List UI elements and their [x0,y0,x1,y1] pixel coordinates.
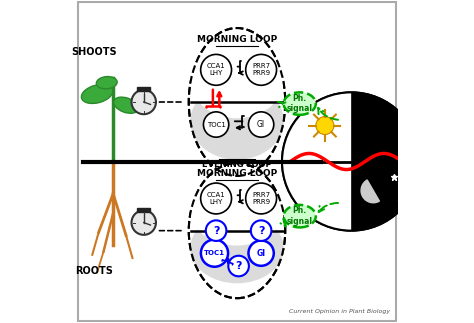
Circle shape [246,183,276,214]
Circle shape [201,183,231,214]
Wedge shape [282,92,351,231]
Circle shape [248,241,274,266]
FancyBboxPatch shape [78,2,396,321]
Text: Ph.
signal: Ph. signal [287,206,313,226]
Ellipse shape [82,84,113,103]
Text: ?: ? [213,226,219,236]
Circle shape [203,112,229,137]
Ellipse shape [114,97,138,113]
Ellipse shape [190,175,284,245]
Circle shape [201,240,228,267]
Text: TOC1: TOC1 [204,250,225,256]
Ellipse shape [190,41,284,118]
Ellipse shape [190,83,284,160]
Text: MORNING LOOP: MORNING LOOP [197,170,277,178]
Circle shape [282,92,420,231]
Text: MORNING LOOP: MORNING LOOP [197,35,277,44]
Circle shape [251,220,272,241]
Circle shape [131,210,156,235]
Text: Current Opinion in Plant Biology: Current Opinion in Plant Biology [289,309,390,314]
Ellipse shape [190,213,284,283]
Ellipse shape [189,28,285,176]
Text: ?: ? [258,226,264,236]
Text: Ph.
signal: Ph. signal [287,94,313,113]
Ellipse shape [189,163,285,298]
Circle shape [131,90,156,114]
Text: PRR7
PRR9: PRR7 PRR9 [252,192,270,205]
Text: CCA1
LHY: CCA1 LHY [207,63,226,76]
Text: SHOOTS: SHOOTS [71,47,117,57]
Bar [137,87,150,91]
Ellipse shape [283,92,316,115]
Bar [137,208,150,212]
Text: EVENING LOOP: EVENING LOOP [202,160,272,169]
Circle shape [316,117,334,135]
Circle shape [201,54,231,85]
Text: TOC1: TOC1 [207,121,226,128]
Wedge shape [361,180,379,203]
Circle shape [228,256,249,276]
Ellipse shape [283,205,316,227]
Text: ROOTS: ROOTS [75,266,113,276]
Text: ?: ? [236,261,242,271]
Text: PRR7
PRR9: PRR7 PRR9 [252,63,270,76]
Ellipse shape [96,77,117,89]
Circle shape [206,220,227,241]
Text: GI: GI [256,249,266,258]
Text: CCA1
LHY: CCA1 LHY [207,192,226,205]
Circle shape [248,112,274,137]
Text: GI: GI [257,120,265,129]
Circle shape [246,54,276,85]
